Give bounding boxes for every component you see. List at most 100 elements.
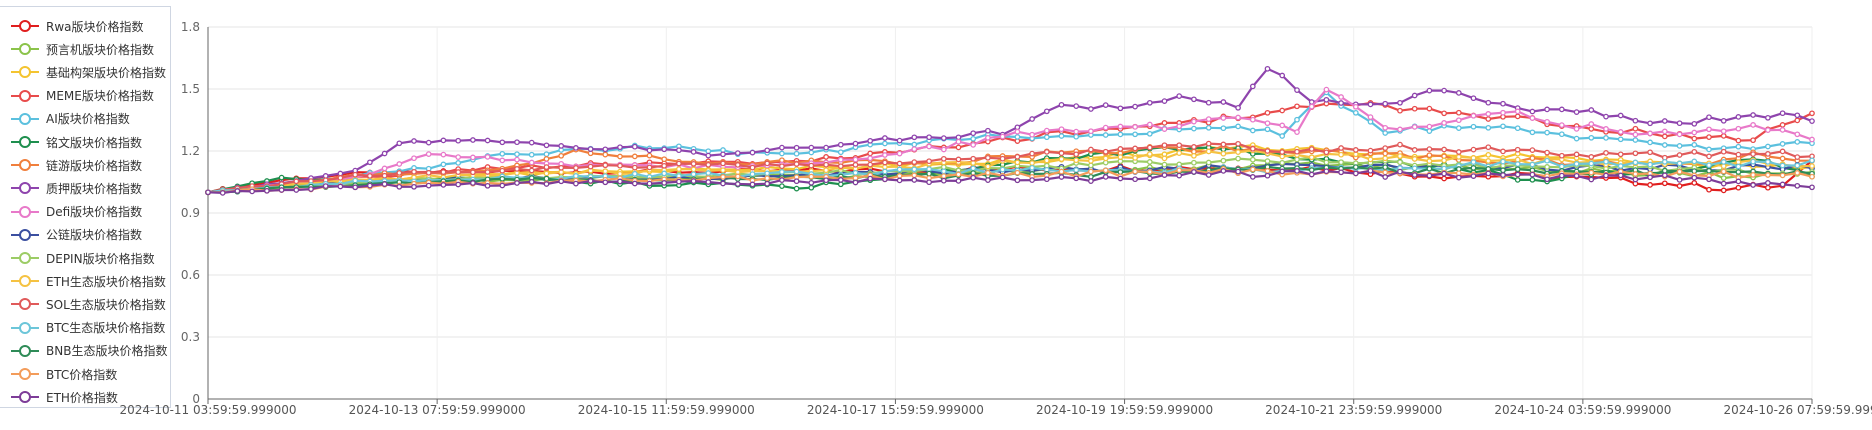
data-point (808, 144, 815, 151)
data-point (734, 150, 741, 156)
data-point (602, 162, 609, 169)
legend-item[interactable]: Rwa版块价格指数 (10, 15, 144, 37)
data-point (1397, 153, 1403, 159)
data-point (911, 141, 918, 148)
data-point (470, 154, 476, 161)
data-point (558, 143, 565, 149)
legend-item[interactable]: 质押版块价格指数 (10, 177, 142, 199)
data-point (1014, 153, 1021, 160)
data-point (1161, 120, 1168, 126)
data-point (1544, 118, 1550, 125)
data-point (293, 187, 300, 193)
data-point (985, 134, 991, 141)
legend-item[interactable]: ETH价格指数 (10, 386, 118, 408)
data-point (1441, 175, 1447, 182)
data-point (646, 152, 653, 159)
data-point (455, 154, 462, 160)
data-point (676, 166, 682, 172)
data-point (1146, 169, 1153, 175)
data-point (1470, 95, 1477, 102)
data-point (440, 151, 447, 158)
data-point (955, 156, 962, 163)
data-point (1294, 168, 1300, 174)
data-point (1338, 145, 1344, 151)
data-point (455, 160, 462, 166)
legend-item[interactable]: 预言机版块价格指数 (10, 38, 154, 60)
data-point (793, 168, 800, 175)
legend-item[interactable]: 基础构架版块价格指数 (10, 61, 166, 83)
data-point (705, 179, 712, 185)
data-point (558, 164, 565, 171)
legend-item[interactable]: AI版块价格指数 (10, 108, 130, 130)
series-group (205, 65, 1815, 196)
legend-item[interactable]: BNB生态版块价格指数 (10, 340, 167, 362)
data-point (1588, 176, 1595, 183)
data-point (955, 144, 962, 151)
data-point (764, 147, 771, 154)
legend-item[interactable]: BTC生态版块价格指数 (10, 317, 165, 339)
data-point (1176, 93, 1183, 99)
data-point (602, 146, 609, 153)
data-point (631, 153, 638, 160)
data-point (1058, 133, 1065, 139)
legend-item[interactable]: BTC价格指数 (10, 363, 117, 385)
data-point (631, 143, 638, 150)
legend-swatch-icon (11, 159, 39, 172)
data-point (1632, 171, 1639, 177)
data-point (999, 166, 1006, 173)
data-point (1779, 141, 1786, 147)
data-point (484, 182, 491, 189)
data-point (1750, 151, 1756, 157)
legend-item[interactable]: SOL生态版块价格指数 (10, 293, 166, 315)
data-point (1397, 159, 1403, 166)
data-point (734, 181, 741, 187)
data-point (1691, 141, 1698, 148)
data-point (1014, 169, 1021, 176)
legend-item[interactable]: DEPIN版块价格指数 (10, 247, 155, 269)
data-point (1794, 162, 1801, 169)
legend-item[interactable]: MEME版块价格指数 (10, 85, 154, 107)
data-point (676, 178, 682, 185)
data-point (499, 167, 506, 174)
data-point (1529, 176, 1536, 183)
data-point (1294, 156, 1300, 163)
legend-item[interactable]: 铭文版块价格指数 (10, 131, 142, 153)
data-point (1720, 133, 1727, 139)
data-point (1029, 160, 1035, 166)
data-point (514, 156, 520, 163)
data-point (499, 150, 506, 157)
data-point (852, 161, 859, 168)
x-tick-label: 2024-10-21 23:59:59.999000 (1265, 403, 1442, 417)
legend-item[interactable]: 公链版块价格指数 (10, 224, 142, 246)
data-point (970, 155, 977, 162)
legend-swatch-icon (11, 89, 39, 102)
data-point (1544, 164, 1550, 170)
data-point (867, 150, 874, 157)
legend-item[interactable]: Defi版块价格指数 (10, 201, 142, 223)
data-point (1500, 109, 1506, 116)
legend-item[interactable]: 链游版块价格指数 (10, 154, 142, 176)
data-point (852, 156, 859, 163)
data-point (1323, 159, 1330, 166)
data-point (1264, 120, 1271, 127)
data-point (1279, 72, 1286, 79)
data-point (720, 151, 726, 158)
data-point (602, 168, 609, 175)
data-point (470, 137, 476, 143)
data-point (882, 152, 888, 158)
data-point (970, 130, 977, 137)
data-point (970, 174, 977, 181)
data-point (631, 170, 638, 177)
data-point (1073, 151, 1080, 158)
data-point (1514, 171, 1521, 178)
data-point (1294, 129, 1300, 135)
y-tick-label: 0.6 (181, 268, 200, 282)
data-point (1500, 158, 1506, 165)
legend-item[interactable]: ETH生态版块价格指数 (10, 270, 166, 292)
data-point (278, 187, 285, 193)
data-point (1382, 130, 1389, 136)
chart-legend: Rwa版块价格指数 预言机版块价格指数 基础构架版块价格指数 MEME版块价格指数 AI… (0, 6, 171, 408)
data-point (1470, 112, 1477, 119)
data-point (940, 173, 947, 179)
x-tick-label: 2024-10-19 19:59:59.999000 (1036, 403, 1213, 417)
